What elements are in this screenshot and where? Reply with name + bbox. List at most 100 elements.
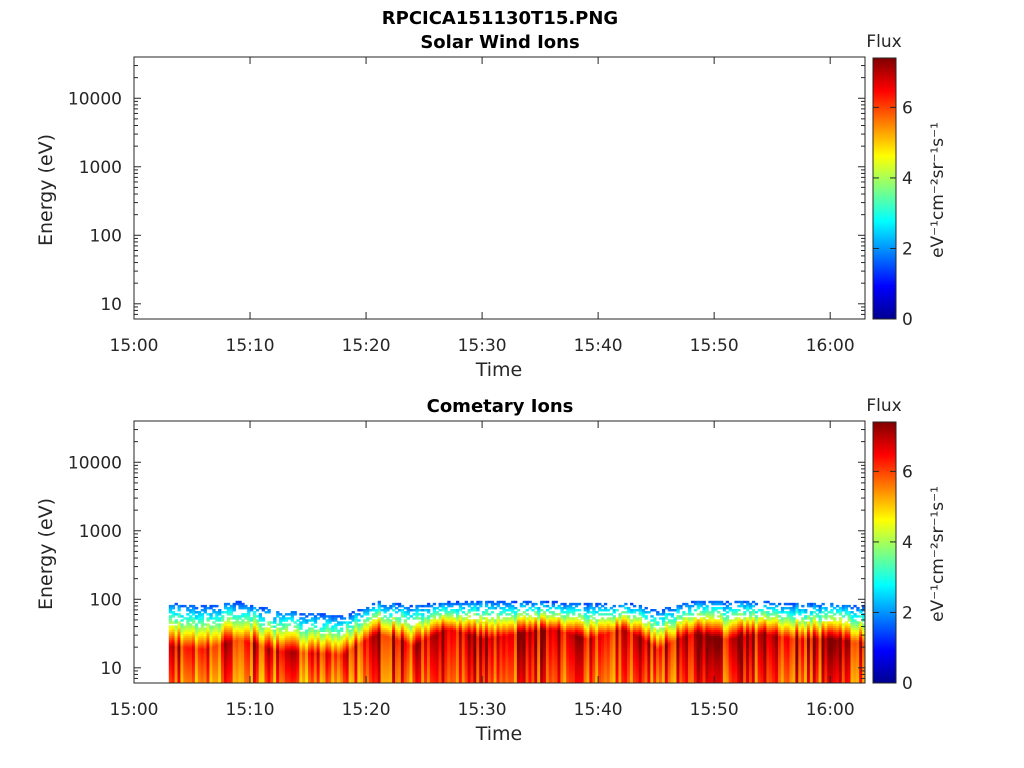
heatmap-cell <box>386 641 390 645</box>
heatmap-cell <box>368 652 373 655</box>
heatmap-cell <box>232 650 236 653</box>
heatmap-cell <box>572 652 576 655</box>
heatmap-cell <box>397 619 402 622</box>
heatmap-cell <box>572 635 576 639</box>
heatmap-cell <box>560 674 564 678</box>
heatmap-cell <box>482 625 486 628</box>
heatmap-cell <box>583 639 587 643</box>
heatmap-cell <box>403 674 408 678</box>
heatmap-cell <box>493 652 497 655</box>
heatmap-cell <box>490 656 495 659</box>
heatmap-cell <box>218 672 222 676</box>
heatmap-cell <box>484 633 489 637</box>
heatmap-cell <box>293 680 297 684</box>
heatmap-cell <box>192 617 196 620</box>
heatmap-cell <box>548 627 553 630</box>
heatmap-cell <box>479 600 483 604</box>
heatmap-cell <box>183 631 187 635</box>
heatmap-cell <box>302 613 306 616</box>
heatmap-cell <box>334 662 338 665</box>
heatmap-cell <box>409 604 413 608</box>
heatmap-cell <box>284 662 289 665</box>
heatmap-cell <box>325 621 329 624</box>
heatmap-cell <box>189 629 193 633</box>
heatmap-cell <box>577 627 582 630</box>
heatmap-cell <box>415 680 419 684</box>
heatmap-cell <box>450 619 454 622</box>
heatmap-cell <box>554 627 558 630</box>
heatmap-cell <box>493 631 497 635</box>
heatmap-cell <box>470 658 474 661</box>
heatmap-cell <box>511 609 515 612</box>
heatmap-cell <box>325 678 329 682</box>
heatmap-cell <box>516 650 521 653</box>
heatmap-cell <box>525 676 529 680</box>
heatmap-cell <box>310 613 315 616</box>
heatmap-cell <box>168 643 173 647</box>
heatmap-cell <box>383 650 387 653</box>
heatmap-cell <box>183 674 187 678</box>
heatmap-cell <box>342 674 347 678</box>
heatmap-cell <box>435 676 439 680</box>
heatmap-cell <box>174 641 178 645</box>
heatmap-cell <box>490 658 495 661</box>
heatmap-cell <box>476 637 480 641</box>
heatmap-cell <box>551 639 556 643</box>
heatmap-cell <box>476 633 480 637</box>
heatmap-cell <box>409 652 413 655</box>
heatmap-cell <box>412 627 416 630</box>
heatmap-cell <box>328 656 332 659</box>
heatmap-cell <box>566 664 570 667</box>
heatmap-cell <box>345 664 350 667</box>
heatmap-cell <box>557 606 561 610</box>
heatmap-cell <box>473 629 477 633</box>
heatmap-cell <box>496 650 500 653</box>
heatmap-cell <box>194 654 199 657</box>
heatmap-cell <box>508 602 512 606</box>
heatmap-cell <box>339 648 344 651</box>
heatmap-cell <box>212 635 216 639</box>
heatmap-cell <box>383 646 387 649</box>
heatmap-cell <box>424 652 428 655</box>
heatmap-cell <box>183 670 187 674</box>
heatmap-cell <box>389 633 393 637</box>
heatmap-cell <box>386 678 390 682</box>
heatmap-cell <box>276 646 280 649</box>
heatmap-cell <box>308 635 312 639</box>
heatmap-cell <box>238 606 242 610</box>
heatmap-cell <box>403 658 408 661</box>
heatmap-cell <box>261 672 265 676</box>
heatmap-cell <box>531 627 535 630</box>
heatmap-cell <box>482 637 486 641</box>
heatmap-cell <box>258 660 263 663</box>
heatmap-cell <box>192 658 196 661</box>
heatmap-cell <box>438 670 442 674</box>
heatmap-cell <box>583 674 587 678</box>
heatmap-cell <box>409 654 413 657</box>
heatmap-cell <box>409 629 413 633</box>
heatmap-cell <box>516 646 521 649</box>
heatmap-cell <box>238 664 242 667</box>
heatmap-cell <box>424 676 428 680</box>
heatmap-cell <box>319 654 323 657</box>
heatmap-cell <box>496 641 500 645</box>
heatmap-cell <box>368 643 373 647</box>
heatmap-cell <box>429 664 434 667</box>
heatmap-cell <box>293 674 297 678</box>
heatmap-cell <box>583 678 587 682</box>
heatmap-cell <box>374 668 379 672</box>
heatmap-cell <box>580 635 585 639</box>
heatmap-cell <box>383 648 387 651</box>
heatmap-cell <box>534 656 538 659</box>
heatmap-cell <box>406 625 410 628</box>
heatmap-cell <box>397 650 402 653</box>
heatmap-cell <box>342 662 347 665</box>
heatmap-cell <box>458 650 463 653</box>
heatmap-cell <box>229 625 234 628</box>
heatmap-cell <box>484 625 489 628</box>
heatmap-cell <box>545 615 550 618</box>
heatmap-cell <box>557 668 561 672</box>
heatmap-cell <box>189 670 193 674</box>
heatmap-cell <box>528 656 532 659</box>
